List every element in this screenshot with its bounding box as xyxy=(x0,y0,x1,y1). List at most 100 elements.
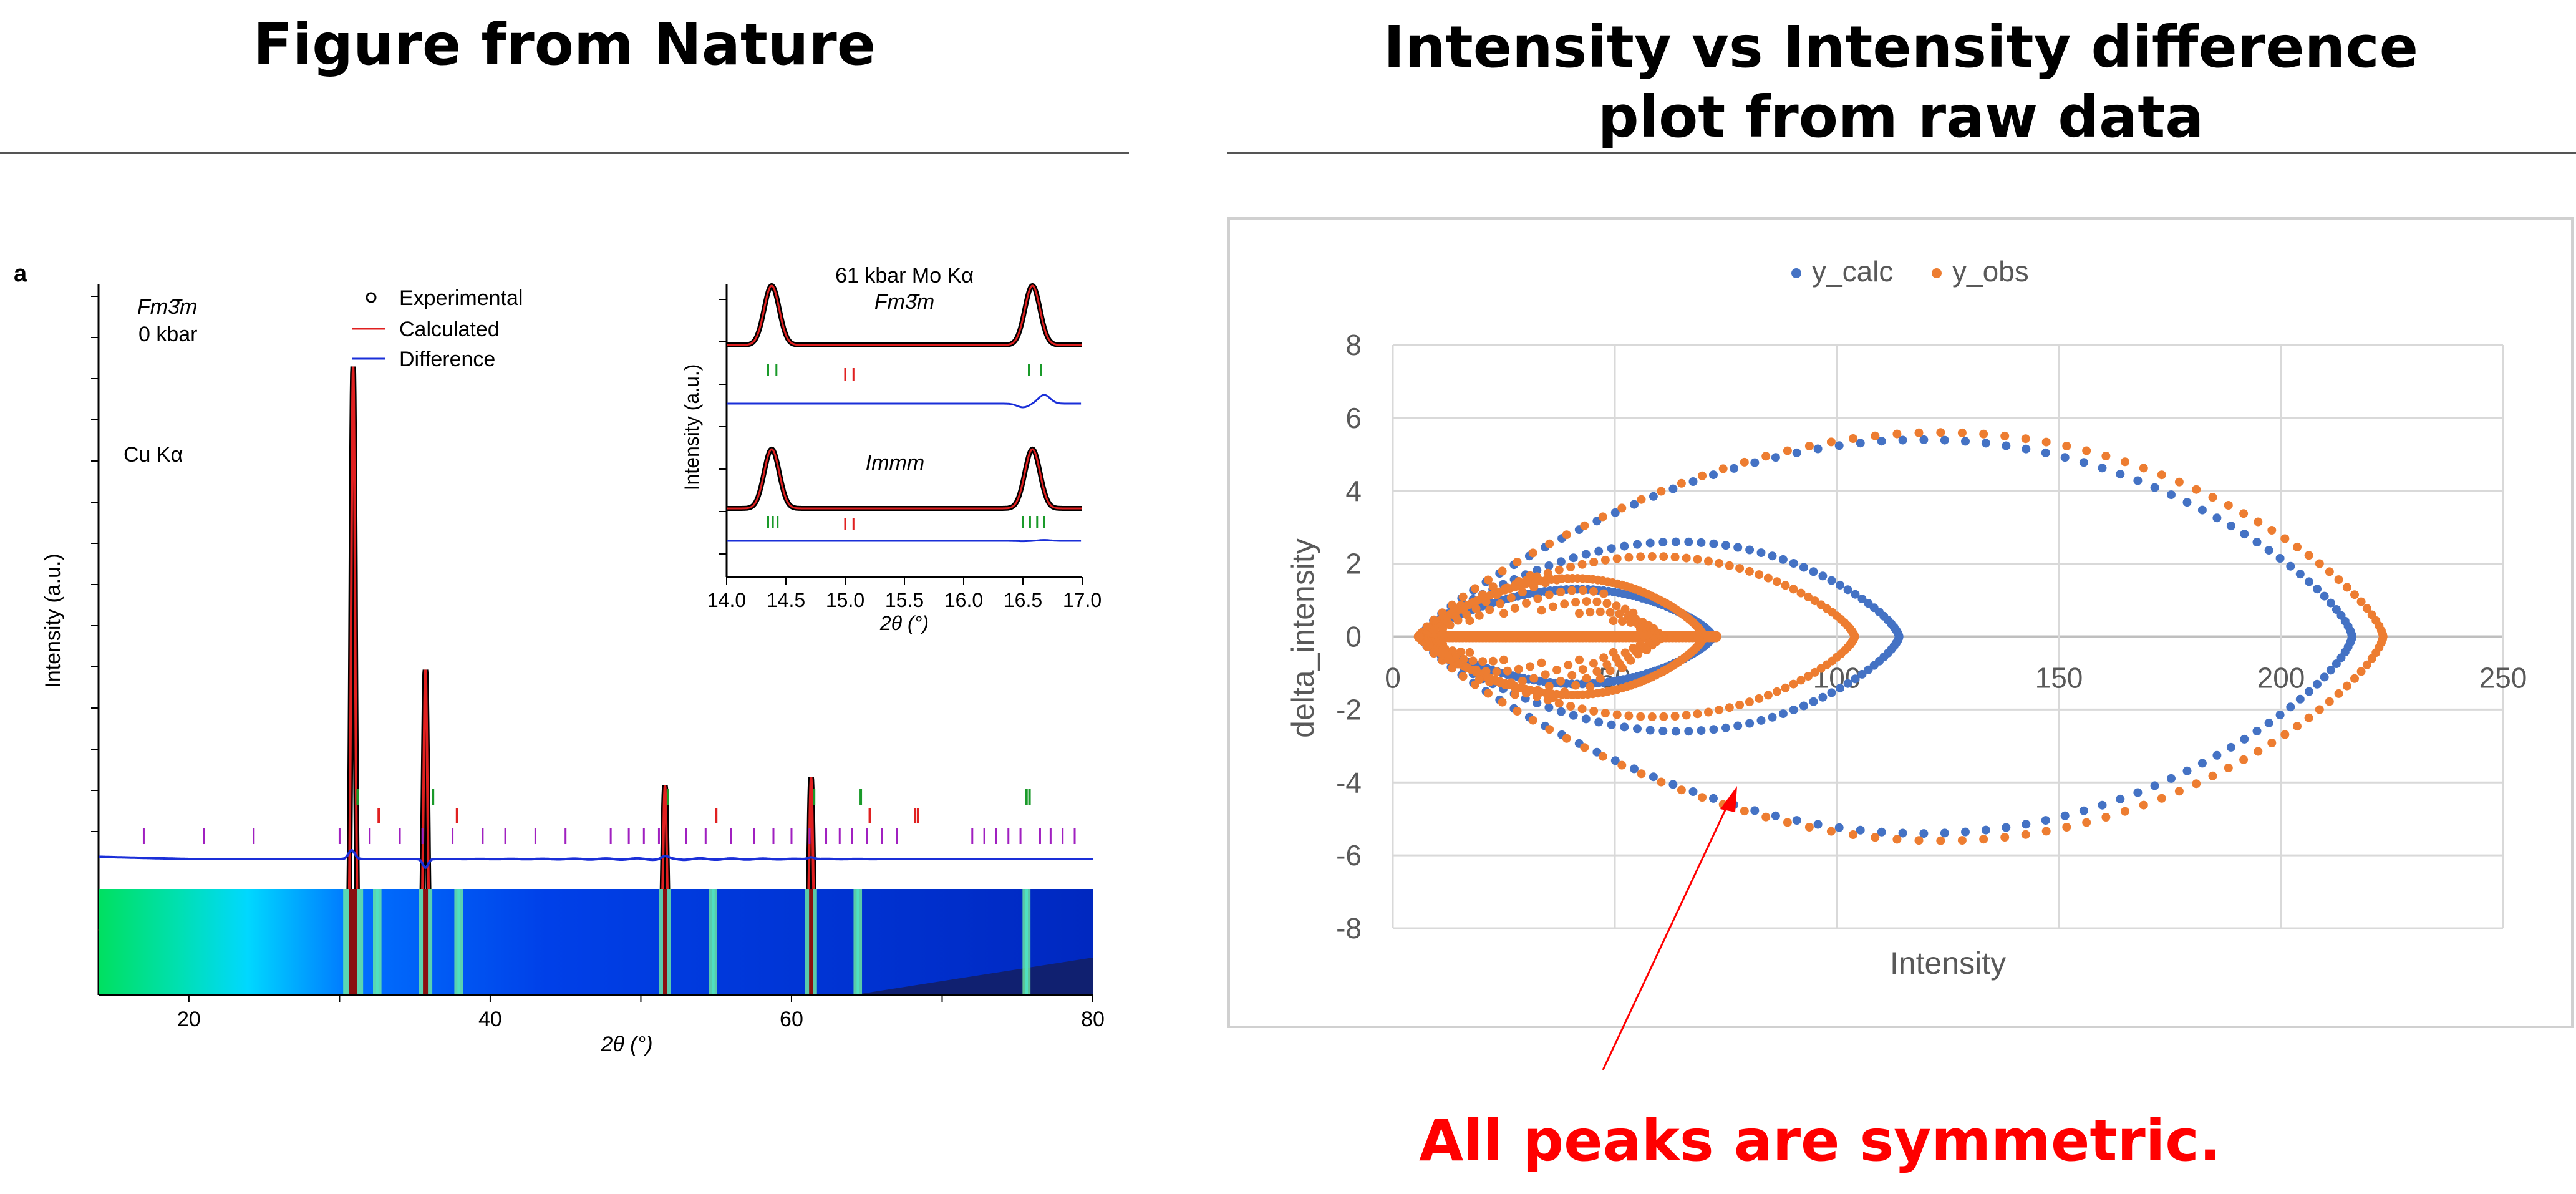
inset-x-tick-label: 14.0 xyxy=(707,589,746,611)
point-y-calc xyxy=(2320,591,2329,601)
left-title: Figure from Nature xyxy=(253,11,876,78)
point-y-calc xyxy=(2116,470,2125,479)
point-y-obs xyxy=(1735,564,1745,573)
detector-line-core xyxy=(712,889,715,994)
right-title-line1: Intensity vs Intensity difference xyxy=(1383,14,2418,80)
point-y-obs xyxy=(1612,554,1622,563)
point-y-calc xyxy=(1981,439,1990,448)
point-y-calc xyxy=(1610,756,1620,765)
point-y-obs xyxy=(1556,676,1566,686)
detector-line-core xyxy=(423,889,429,994)
point-y-obs xyxy=(1698,471,1707,480)
point-y-obs xyxy=(1618,617,1627,626)
point-y-obs xyxy=(1575,609,1584,618)
point-y-obs xyxy=(1914,836,1924,845)
point-y-obs xyxy=(1657,777,1666,787)
point-y-calc xyxy=(1851,590,1860,599)
point-y-obs xyxy=(2082,446,2091,455)
point-y-calc xyxy=(1778,709,1788,719)
point-y-calc xyxy=(2133,788,2143,797)
point-y-obs xyxy=(1582,597,1591,606)
point-y-obs xyxy=(1595,607,1605,616)
point-y-obs xyxy=(1471,665,1481,674)
point-y-obs xyxy=(1548,693,1557,702)
point-y-calc xyxy=(2295,570,2305,579)
point-y-obs xyxy=(2342,583,2351,592)
point-y-obs xyxy=(1415,632,1424,641)
point-y-obs xyxy=(1484,689,1493,698)
point-y-calc xyxy=(1771,811,1780,820)
point-y-obs xyxy=(1796,676,1806,685)
point-y-calc xyxy=(2041,448,2050,457)
point-y-obs xyxy=(1826,827,1836,836)
point-y-obs xyxy=(1566,702,1576,711)
point-y-obs xyxy=(1492,590,1501,599)
point-y-obs xyxy=(1710,631,1721,643)
point-y-calc xyxy=(1649,492,1658,501)
inset-difference-immm xyxy=(727,539,1082,543)
point-y-calc xyxy=(1877,827,1886,837)
point-y-calc xyxy=(1857,595,1867,604)
point-y-calc xyxy=(2041,816,2050,825)
main-legend: Experimental Calculated Difference xyxy=(352,286,523,371)
point-y-obs xyxy=(1936,428,1945,437)
point-y-calc xyxy=(1856,439,1865,448)
point-y-calc xyxy=(1818,571,1828,581)
point-y-calc xyxy=(1789,559,1798,568)
inset-x-label: 2θ (°) xyxy=(879,612,929,634)
point-y-obs xyxy=(1526,571,1535,580)
point-y-calc xyxy=(2098,464,2107,473)
point-y-calc xyxy=(1730,464,1738,473)
detector-line-core xyxy=(349,889,357,994)
point-y-obs xyxy=(1647,552,1657,561)
point-y-calc xyxy=(1851,674,1860,684)
y-tick-label: -8 xyxy=(1336,912,1362,944)
legend-marker-experimental xyxy=(366,292,377,303)
point-y-obs xyxy=(1552,666,1562,675)
point-y-obs xyxy=(1773,577,1781,586)
point-y-obs xyxy=(1637,769,1646,779)
y-tick-label: 8 xyxy=(1345,329,1362,361)
point-y-calc xyxy=(1756,548,1766,558)
point-y-obs xyxy=(1586,608,1595,617)
legend-difference: Difference xyxy=(399,347,495,371)
point-y-obs xyxy=(2293,722,2302,731)
right-title-line2: plot from raw data xyxy=(1597,84,2204,150)
point-y-calc xyxy=(1834,441,1844,450)
point-y-obs xyxy=(1484,575,1493,585)
point-y-obs xyxy=(1936,836,1945,845)
point-y-obs xyxy=(1481,667,1491,676)
point-y-obs xyxy=(1609,648,1618,657)
point-y-calc xyxy=(2305,687,2313,696)
point-y-calc xyxy=(2326,598,2335,608)
point-y-obs xyxy=(1499,609,1508,618)
inset-x-tick-label: 16.5 xyxy=(1004,589,1042,611)
scatter-y-tick-labels: 8 6 4 2 0 -2 -4 -6 -8 xyxy=(1336,329,1362,944)
point-y-obs xyxy=(1715,558,1724,568)
point-y-calc xyxy=(2275,711,2285,719)
point-y-calc xyxy=(1864,665,1873,674)
point-y-calc xyxy=(1856,825,1865,835)
main-x-tick-label: 80 xyxy=(1081,1007,1105,1031)
inset-y-ticks xyxy=(719,299,727,555)
point-y-obs xyxy=(1693,555,1702,564)
point-y-obs xyxy=(1647,712,1657,721)
point-y-obs xyxy=(1529,674,1539,683)
point-y-calc xyxy=(2331,605,2341,614)
point-y-obs xyxy=(1513,558,1522,566)
point-y-calc xyxy=(1697,726,1706,735)
point-y-obs xyxy=(1566,562,1576,571)
point-y-obs xyxy=(1763,573,1773,583)
point-y-obs xyxy=(1670,553,1680,561)
point-y-calc xyxy=(1633,540,1642,549)
inset-y-label: Intensity (a.u.) xyxy=(680,364,703,491)
point-y-calc xyxy=(1594,717,1604,727)
point-y-obs xyxy=(1448,600,1456,609)
point-y-obs xyxy=(1914,428,1924,437)
point-y-calc xyxy=(1594,546,1604,556)
point-y-obs xyxy=(2350,674,2359,683)
point-y-obs xyxy=(1571,598,1581,607)
point-y-obs xyxy=(1554,699,1564,708)
point-y-calc xyxy=(1569,553,1578,563)
point-y-obs xyxy=(1637,495,1646,504)
